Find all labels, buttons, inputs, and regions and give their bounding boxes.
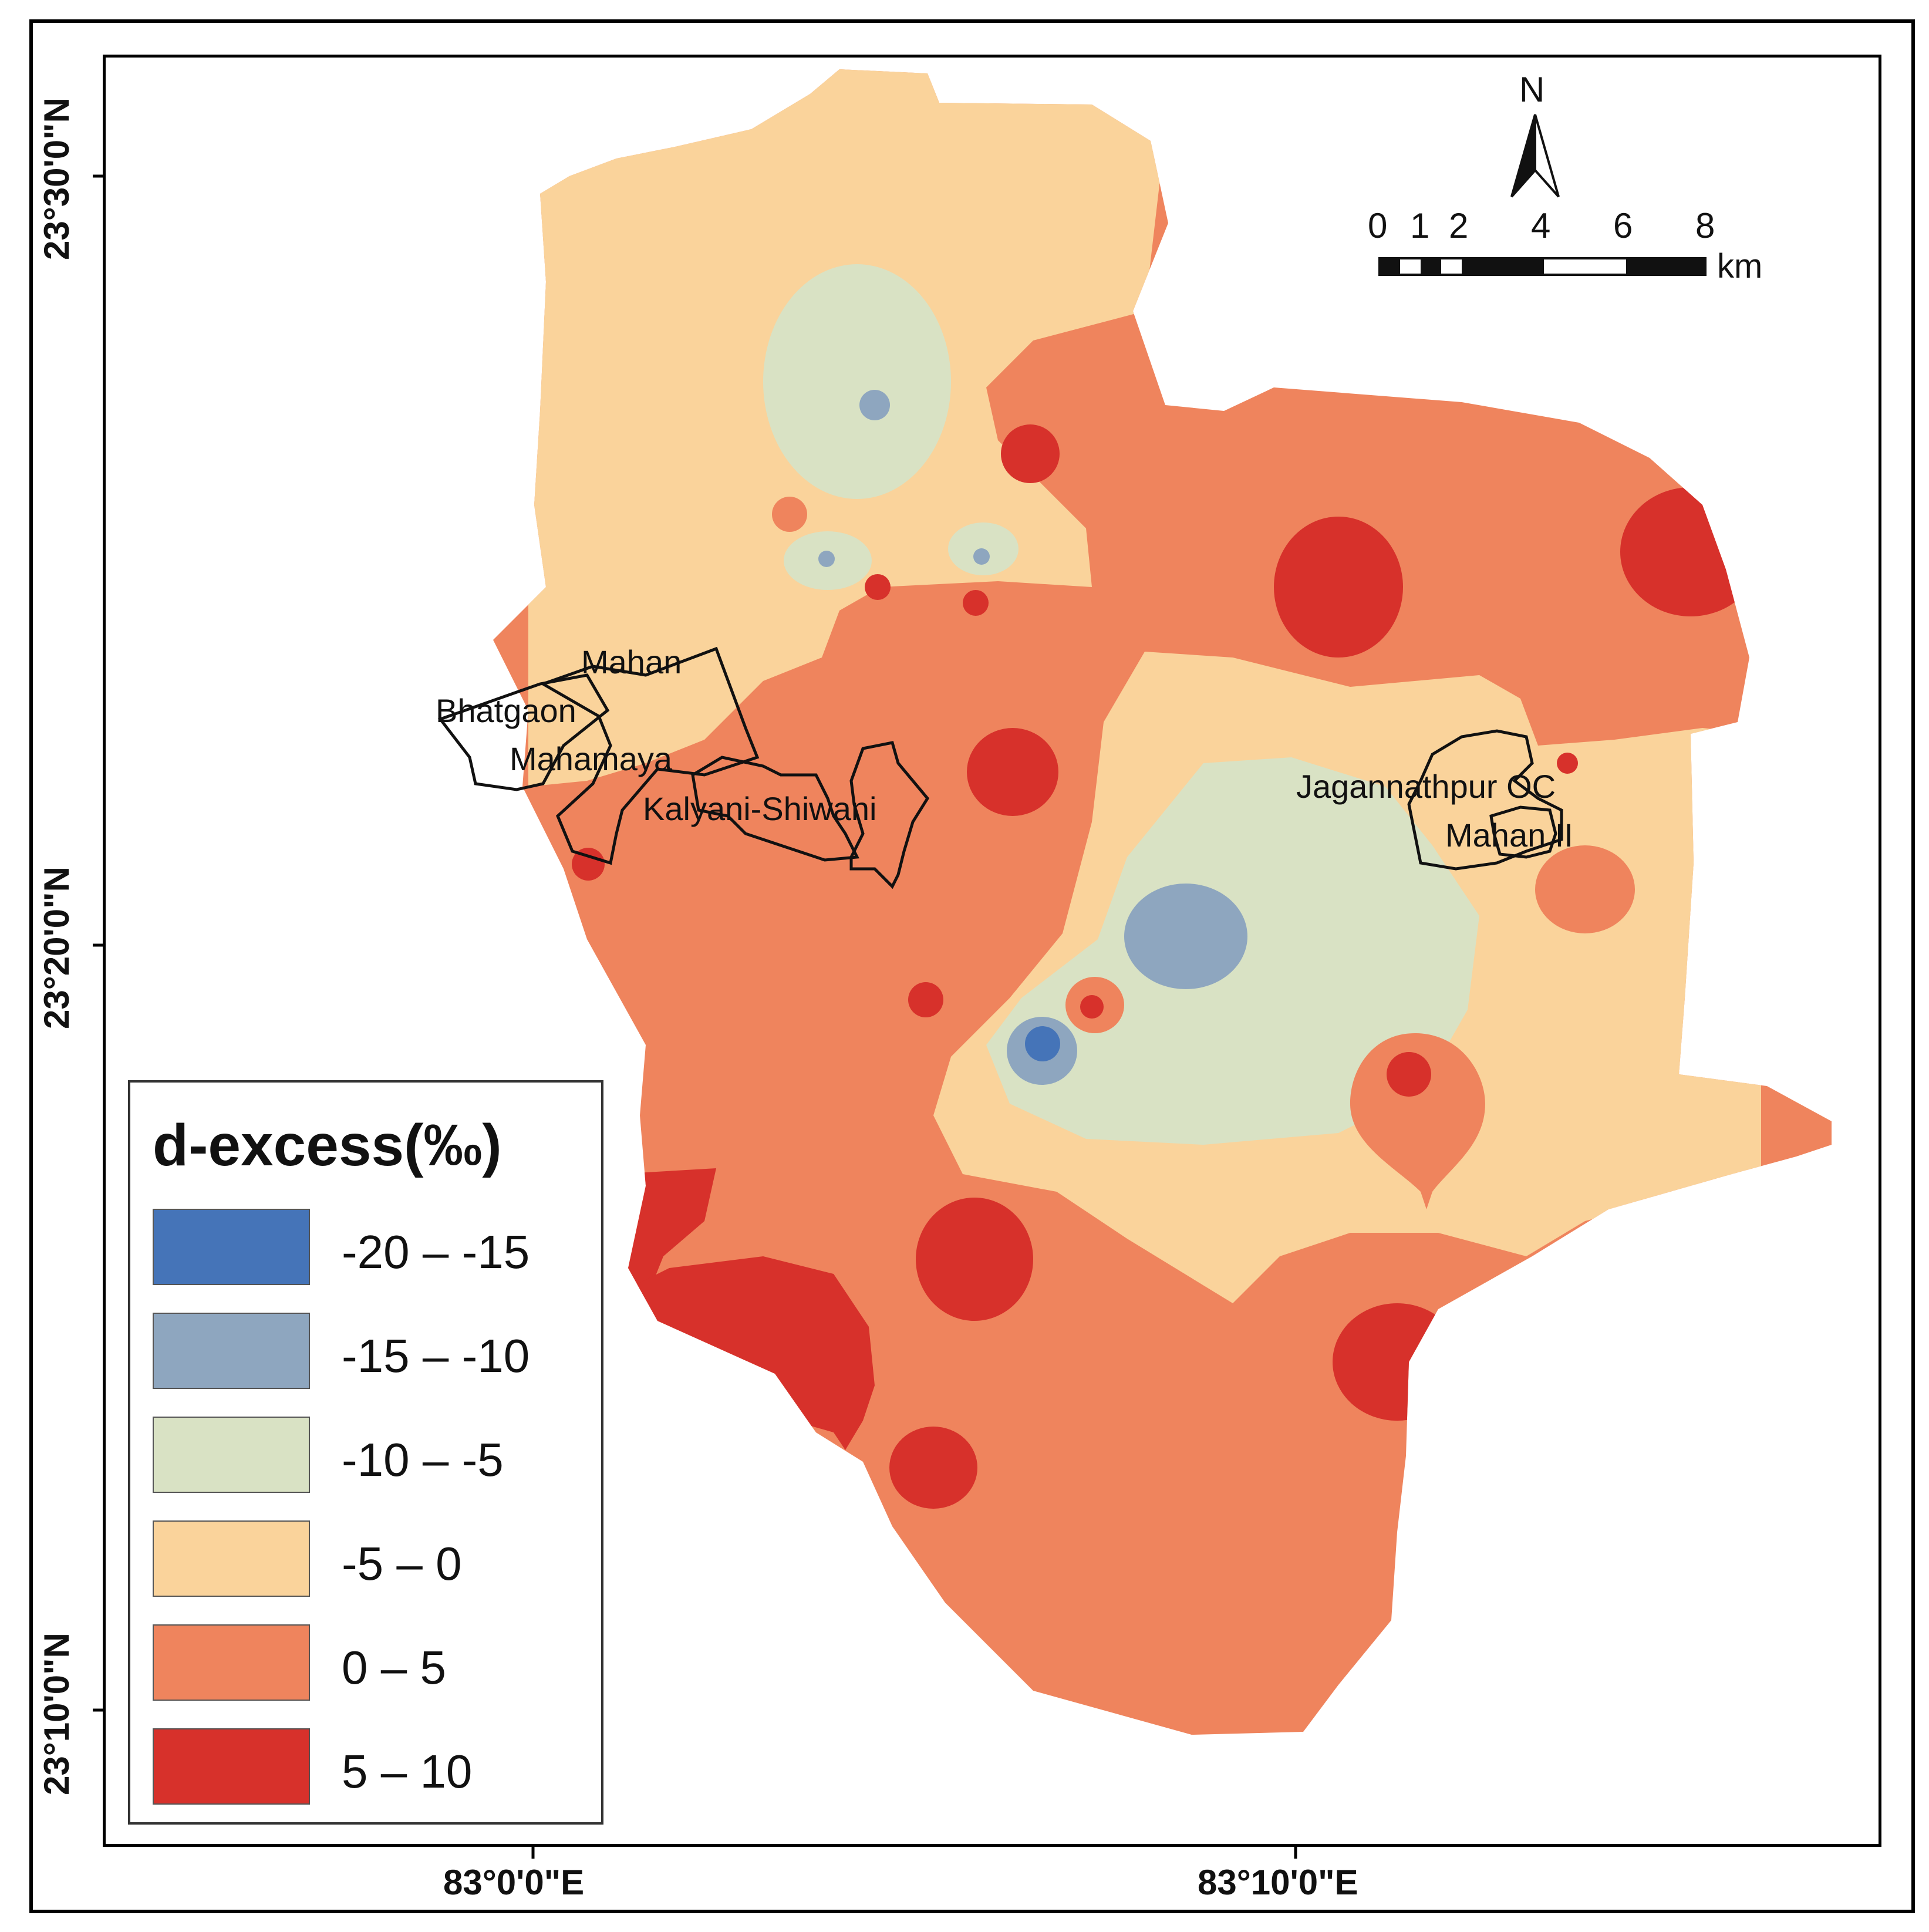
zone-red-6 [967, 728, 1058, 816]
legend-item: -15 – -10 [153, 1313, 587, 1390]
zone-red-7 [1557, 753, 1578, 774]
lon-label-1: 83°0'0"E [443, 1863, 585, 1902]
legend-label: -20 – -15 [342, 1226, 530, 1278]
scale-unit: km [1717, 247, 1763, 285]
zone-red-8 [572, 848, 605, 881]
lat-label-1: 23°30'0"N [36, 97, 76, 260]
scale-tick-1: 1 [1410, 206, 1430, 245]
outer-frame [29, 19, 1915, 1913]
north-arrow-icon [1510, 114, 1560, 198]
legend-label: -15 – -10 [342, 1330, 530, 1382]
zone-red-2 [1274, 517, 1403, 658]
label-mahan-ii: Mahan II [1445, 817, 1573, 854]
legend-label: 0 – 5 [342, 1641, 446, 1694]
legend-swatch [153, 1520, 310, 1597]
zone-red-9 [908, 982, 943, 1017]
boundary-kalyani [691, 756, 859, 862]
zone-red-14 [889, 1427, 977, 1509]
legend-swatch [153, 1624, 310, 1701]
label-kalyani-shiwani: Kalyani-Shiwani [643, 790, 877, 827]
zone-bluegrey-4 [818, 551, 835, 567]
zone-red-5 [963, 590, 989, 616]
zone-bluegrey-5 [973, 548, 990, 565]
mine-boundaries [437, 646, 1563, 889]
zone-red-16 [622, 1256, 875, 1450]
label-jagannathpur: Jagannathpur OC [1296, 768, 1556, 805]
legend-item: -5 – 0 [153, 1520, 587, 1598]
zone-blue-1 [1025, 1026, 1060, 1061]
legend-item: 0 – 5 [153, 1624, 587, 1702]
zone-orange-spot-1 [772, 497, 807, 532]
boundary-bhatgaon [437, 673, 610, 791]
zone-red-11 [1387, 1052, 1431, 1097]
boundary-mahan [539, 646, 760, 865]
label-mahan: Mahan [581, 643, 682, 680]
legend-label: -5 – 0 [342, 1537, 462, 1590]
legend-swatch [153, 1313, 310, 1389]
zone-red-10 [1080, 995, 1104, 1019]
lon-label-2: 83°10'0"E [1198, 1863, 1358, 1902]
legend: d-excess(‰) -20 – -15 -15 – -10 -10 – -5… [128, 1080, 603, 1825]
legend-title: d-excess(‰) [153, 1112, 502, 1178]
zone-bluegrey-3 [859, 390, 890, 420]
zone-orange-spot-3 [1535, 845, 1635, 933]
legend-swatch [153, 1728, 310, 1805]
north-label: N [1519, 70, 1545, 109]
legend-label: -10 – -5 [342, 1434, 504, 1486]
zone-red-4 [865, 574, 891, 600]
boundary-shiwani [849, 741, 930, 889]
legend-item: 5 – 10 [153, 1728, 587, 1806]
zone-north-green [763, 264, 951, 499]
scale-bar [1378, 257, 1707, 276]
legend-item: -20 – -15 [153, 1209, 587, 1286]
zone-red-12 [916, 1198, 1033, 1321]
zone-bluegrey-1 [1124, 884, 1247, 989]
legend-item: -10 – -5 [153, 1417, 587, 1494]
boundary-jagannathpur [1407, 729, 1563, 871]
zone-red-1 [1001, 424, 1060, 483]
axis-ticks [93, 174, 1297, 1859]
scale-tick-2: 2 [1449, 206, 1469, 245]
scale-tick-6: 6 [1613, 206, 1633, 245]
label-mahamaya: Mahamaya [510, 740, 673, 777]
lat-label-2: 23°20'0"N [36, 866, 76, 1029]
scale-tick-8: 8 [1695, 206, 1715, 245]
scale-tick-0: 0 [1368, 206, 1388, 245]
label-bhatgaon: Bhatgaon [436, 692, 576, 729]
boundary-mahan2 [1489, 805, 1557, 859]
legend-swatch [153, 1209, 310, 1285]
legend-swatch [153, 1417, 310, 1493]
scale-tick-4: 4 [1531, 206, 1551, 245]
zone-orange-spot-4 [1350, 1033, 1485, 1209]
lat-label-3: 23°10'0"N [36, 1633, 76, 1795]
map-frame [103, 55, 1881, 1847]
legend-label: 5 – 10 [342, 1745, 473, 1798]
